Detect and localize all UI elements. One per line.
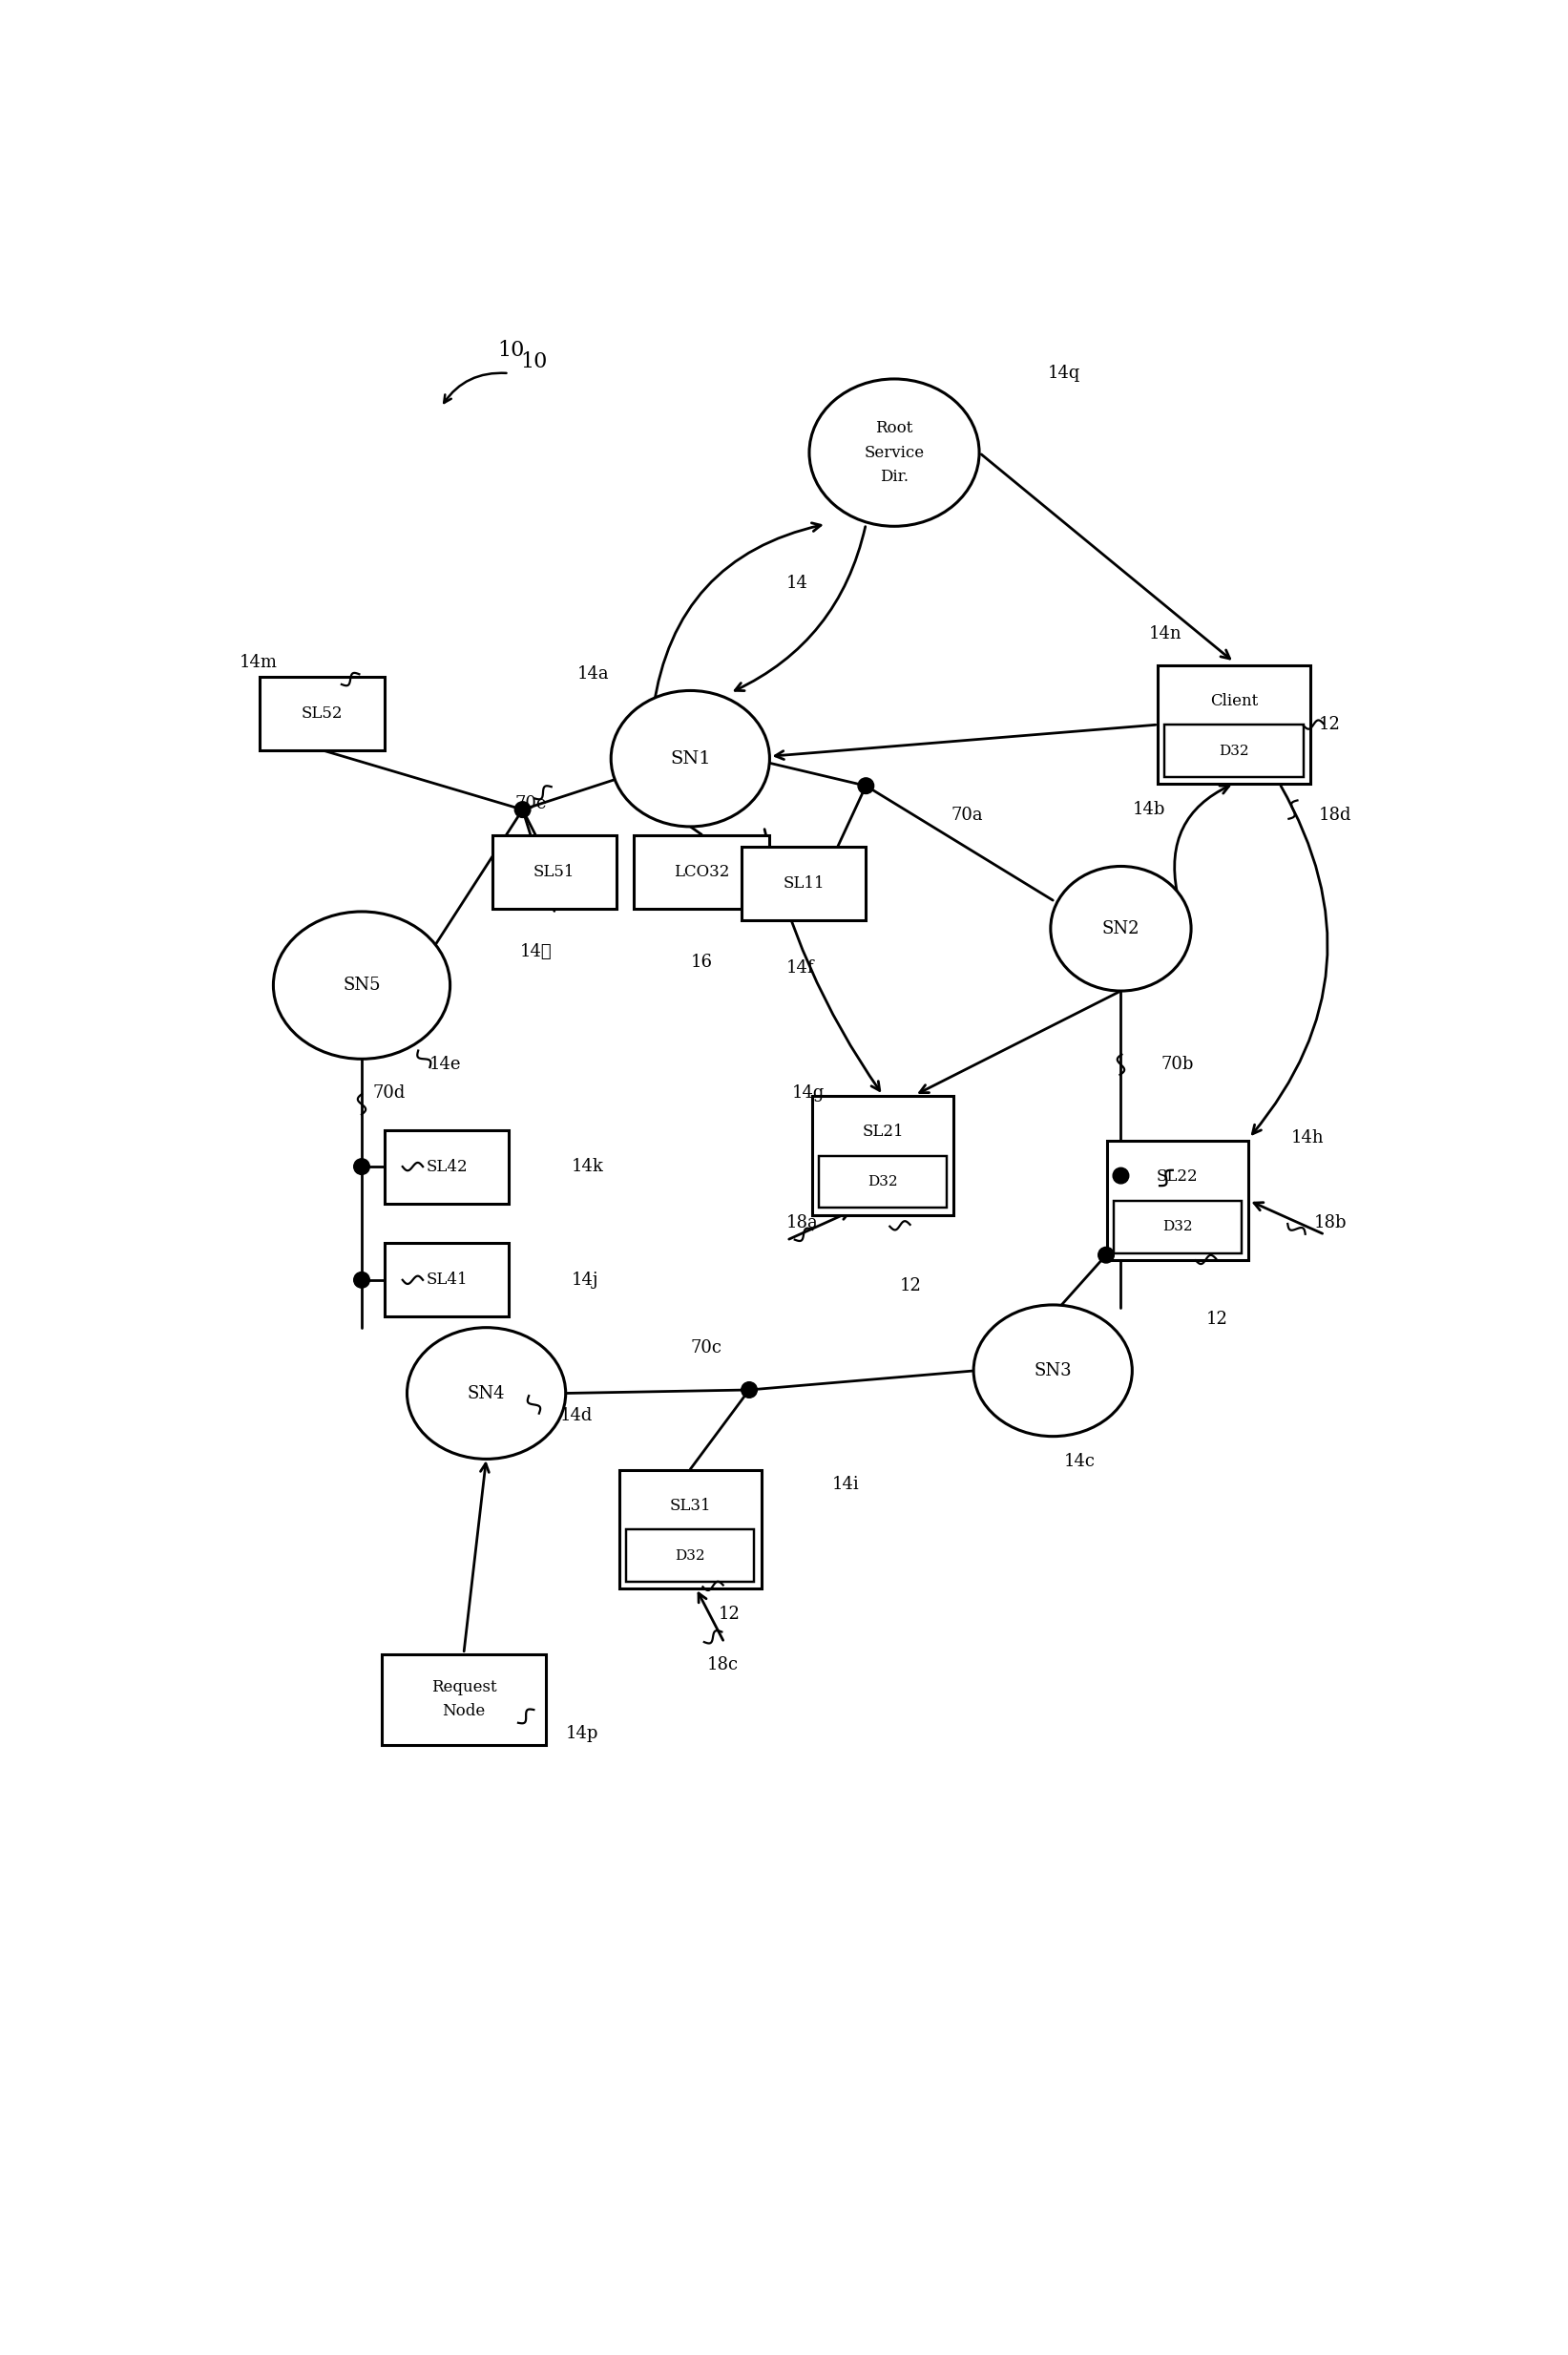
Bar bbox=[1107, 1142, 1248, 1260]
Text: 14i: 14i bbox=[833, 1474, 859, 1493]
Text: 14ℓ: 14ℓ bbox=[521, 942, 552, 961]
Ellipse shape bbox=[809, 379, 980, 525]
Text: Request: Request bbox=[431, 1679, 497, 1696]
Text: SN5: SN5 bbox=[343, 977, 381, 994]
Text: Service: Service bbox=[864, 445, 925, 462]
Text: 14k: 14k bbox=[571, 1159, 604, 1175]
Circle shape bbox=[742, 1382, 757, 1399]
Bar bbox=[626, 1531, 754, 1583]
Text: 12: 12 bbox=[1319, 716, 1341, 732]
Text: SN2: SN2 bbox=[1102, 921, 1140, 937]
Text: Client: Client bbox=[1210, 692, 1258, 709]
Text: 18a: 18a bbox=[787, 1215, 818, 1232]
Text: 12: 12 bbox=[1206, 1312, 1228, 1328]
Text: 14e: 14e bbox=[430, 1055, 461, 1074]
Bar bbox=[812, 1095, 953, 1215]
Ellipse shape bbox=[408, 1328, 566, 1460]
Circle shape bbox=[858, 777, 873, 794]
Text: 70c: 70c bbox=[690, 1340, 721, 1356]
Bar bbox=[1113, 1201, 1242, 1253]
Circle shape bbox=[1113, 1168, 1129, 1185]
Text: Root: Root bbox=[875, 419, 913, 436]
Text: 16: 16 bbox=[690, 954, 712, 970]
Text: 14n: 14n bbox=[1149, 626, 1182, 643]
Text: 14j: 14j bbox=[571, 1272, 599, 1288]
Text: LCO32: LCO32 bbox=[674, 864, 729, 881]
Text: 70b: 70b bbox=[1160, 1055, 1193, 1074]
Text: Node: Node bbox=[442, 1703, 485, 1719]
Text: 14b: 14b bbox=[1132, 801, 1165, 817]
Circle shape bbox=[1098, 1248, 1113, 1262]
Bar bbox=[492, 836, 616, 909]
Ellipse shape bbox=[612, 690, 770, 827]
Text: 14d: 14d bbox=[560, 1408, 593, 1425]
Text: 18d: 18d bbox=[1319, 808, 1352, 824]
Text: Dir.: Dir. bbox=[880, 469, 908, 485]
Text: D32: D32 bbox=[867, 1175, 898, 1189]
Bar bbox=[384, 1243, 510, 1316]
Ellipse shape bbox=[1051, 867, 1192, 991]
Bar bbox=[1165, 725, 1305, 777]
Text: D32: D32 bbox=[1162, 1220, 1193, 1234]
Bar bbox=[818, 1156, 947, 1208]
Bar bbox=[1157, 664, 1311, 784]
Text: 14a: 14a bbox=[577, 664, 608, 683]
Text: D32: D32 bbox=[1218, 744, 1250, 758]
Text: 14f: 14f bbox=[787, 961, 815, 977]
Text: 14q: 14q bbox=[1047, 365, 1080, 382]
Text: 70a: 70a bbox=[950, 808, 983, 824]
Circle shape bbox=[514, 801, 530, 817]
Text: 14g: 14g bbox=[792, 1083, 825, 1102]
Bar bbox=[619, 1470, 760, 1590]
Bar bbox=[633, 836, 770, 909]
Text: 14p: 14p bbox=[566, 1724, 599, 1743]
Ellipse shape bbox=[273, 911, 450, 1060]
Text: SL51: SL51 bbox=[533, 864, 575, 881]
Text: 14: 14 bbox=[787, 575, 809, 591]
Text: 12: 12 bbox=[718, 1606, 740, 1623]
Text: SL21: SL21 bbox=[862, 1123, 903, 1140]
Text: SN4: SN4 bbox=[467, 1385, 505, 1401]
Text: SL31: SL31 bbox=[670, 1498, 712, 1514]
Text: SN3: SN3 bbox=[1033, 1361, 1073, 1380]
Text: SL52: SL52 bbox=[301, 704, 343, 721]
Text: 12: 12 bbox=[900, 1276, 922, 1295]
Bar bbox=[742, 845, 866, 921]
Text: SL42: SL42 bbox=[426, 1159, 467, 1175]
Bar bbox=[384, 1130, 510, 1203]
Ellipse shape bbox=[974, 1305, 1132, 1437]
Text: 14c: 14c bbox=[1065, 1453, 1096, 1470]
Bar bbox=[260, 676, 384, 751]
Text: 14m: 14m bbox=[240, 655, 278, 671]
Text: D32: D32 bbox=[676, 1550, 706, 1561]
Text: 10: 10 bbox=[521, 351, 547, 372]
Text: SN1: SN1 bbox=[670, 749, 710, 768]
Text: 10: 10 bbox=[497, 339, 525, 360]
Text: 18b: 18b bbox=[1314, 1215, 1347, 1232]
Text: SL11: SL11 bbox=[782, 876, 825, 893]
Text: SL41: SL41 bbox=[426, 1272, 467, 1288]
Text: 18c: 18c bbox=[707, 1656, 739, 1674]
Text: 14h: 14h bbox=[1290, 1130, 1323, 1147]
Bar bbox=[381, 1653, 546, 1745]
Text: 70e: 70e bbox=[514, 796, 547, 812]
Circle shape bbox=[354, 1159, 370, 1175]
Text: SL22: SL22 bbox=[1157, 1168, 1198, 1185]
Text: 70d: 70d bbox=[373, 1083, 406, 1102]
Circle shape bbox=[354, 1272, 370, 1288]
